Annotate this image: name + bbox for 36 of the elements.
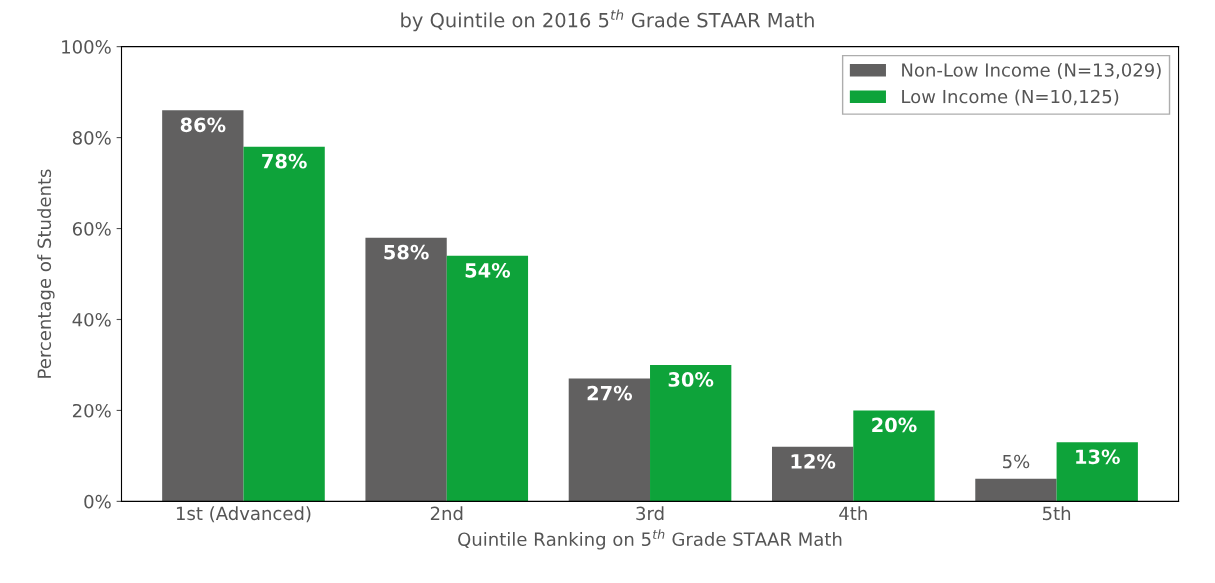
x-tick-label: 4th bbox=[839, 506, 867, 520]
bar bbox=[365, 237, 447, 502]
data-label: 86% bbox=[180, 117, 226, 133]
bar bbox=[568, 378, 651, 502]
bar bbox=[162, 110, 244, 502]
y-axis-title: Percentage of Students bbox=[37, 169, 55, 378]
bar bbox=[975, 478, 1057, 502]
data-label: 20% bbox=[872, 417, 917, 433]
data-label: 54% bbox=[465, 262, 511, 278]
bar bbox=[1056, 442, 1138, 502]
data-label: 12% bbox=[791, 453, 836, 469]
y-tick-label: 0% bbox=[84, 494, 111, 509]
data-label: 13% bbox=[1076, 449, 1120, 465]
bar bbox=[243, 146, 325, 502]
chart-title: by Quintile on 2016 5$^{th}$ Grade STAAR Math bbox=[401, 9, 814, 32]
x-tick-label: 3rd bbox=[636, 506, 664, 521]
legend-label: Low Income (N=10,125) bbox=[902, 89, 1119, 106]
bar bbox=[853, 410, 935, 502]
bar bbox=[771, 446, 854, 502]
x-axis-title: Quintile Ranking on 5$^{th}$ Grade STAAR Math bbox=[458, 529, 842, 550]
data-label: 58% bbox=[384, 244, 429, 260]
bar bbox=[650, 364, 732, 502]
bar bbox=[446, 255, 529, 502]
data-label: 78% bbox=[262, 153, 307, 169]
y-tick-label: 100% bbox=[62, 40, 111, 54]
x-tick-label: 1st (Advanced) bbox=[176, 506, 311, 523]
data-label: 27% bbox=[587, 385, 633, 401]
legend-label: Non-Low Income (N=13,029) bbox=[902, 62, 1161, 79]
data-label: 30% bbox=[668, 372, 714, 387]
data-label: 5% bbox=[1003, 454, 1030, 469]
y-tick-label: 60% bbox=[72, 222, 111, 236]
y-tick-label: 40% bbox=[72, 312, 111, 327]
y-tick-label: 20% bbox=[72, 403, 111, 418]
y-tick-label: 80% bbox=[72, 131, 111, 145]
x-tick-label: 2nd bbox=[430, 506, 463, 521]
x-tick-label: 5th bbox=[1042, 506, 1071, 521]
